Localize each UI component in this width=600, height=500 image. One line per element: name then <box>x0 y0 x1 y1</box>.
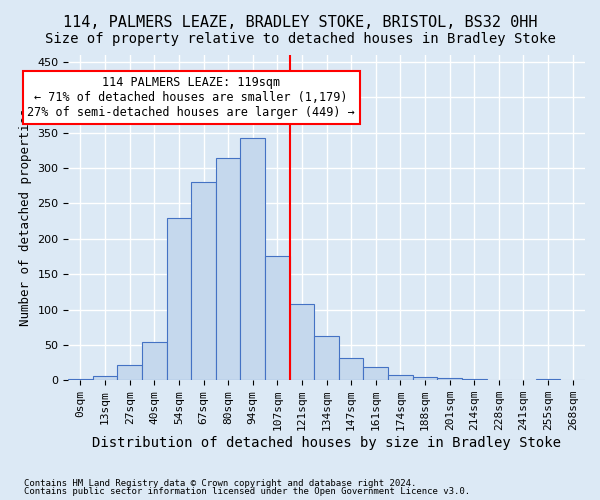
Bar <box>142 342 167 380</box>
Bar <box>462 379 487 380</box>
Bar <box>290 304 314 380</box>
Bar <box>216 158 241 380</box>
Bar <box>93 376 118 380</box>
Text: 114 PALMERS LEAZE: 119sqm
← 71% of detached houses are smaller (1,179)
27% of se: 114 PALMERS LEAZE: 119sqm ← 71% of detac… <box>28 76 355 119</box>
Bar <box>437 378 462 380</box>
Bar <box>413 378 437 380</box>
Text: Size of property relative to detached houses in Bradley Stoke: Size of property relative to detached ho… <box>44 32 556 46</box>
Text: 114, PALMERS LEAZE, BRADLEY STOKE, BRISTOL, BS32 0HH: 114, PALMERS LEAZE, BRADLEY STOKE, BRIST… <box>63 15 537 30</box>
Bar <box>388 376 413 380</box>
Bar <box>265 256 290 380</box>
Bar <box>68 379 93 380</box>
Text: Contains HM Land Registry data © Crown copyright and database right 2024.: Contains HM Land Registry data © Crown c… <box>24 478 416 488</box>
Bar <box>118 364 142 380</box>
Bar <box>364 368 388 380</box>
Text: Contains public sector information licensed under the Open Government Licence v3: Contains public sector information licen… <box>24 487 470 496</box>
Bar <box>167 218 191 380</box>
Bar <box>241 138 265 380</box>
Y-axis label: Number of detached properties: Number of detached properties <box>19 109 32 326</box>
Bar <box>536 379 560 380</box>
X-axis label: Distribution of detached houses by size in Bradley Stoke: Distribution of detached houses by size … <box>92 436 561 450</box>
Bar <box>191 182 216 380</box>
Bar <box>314 336 339 380</box>
Bar <box>339 358 364 380</box>
